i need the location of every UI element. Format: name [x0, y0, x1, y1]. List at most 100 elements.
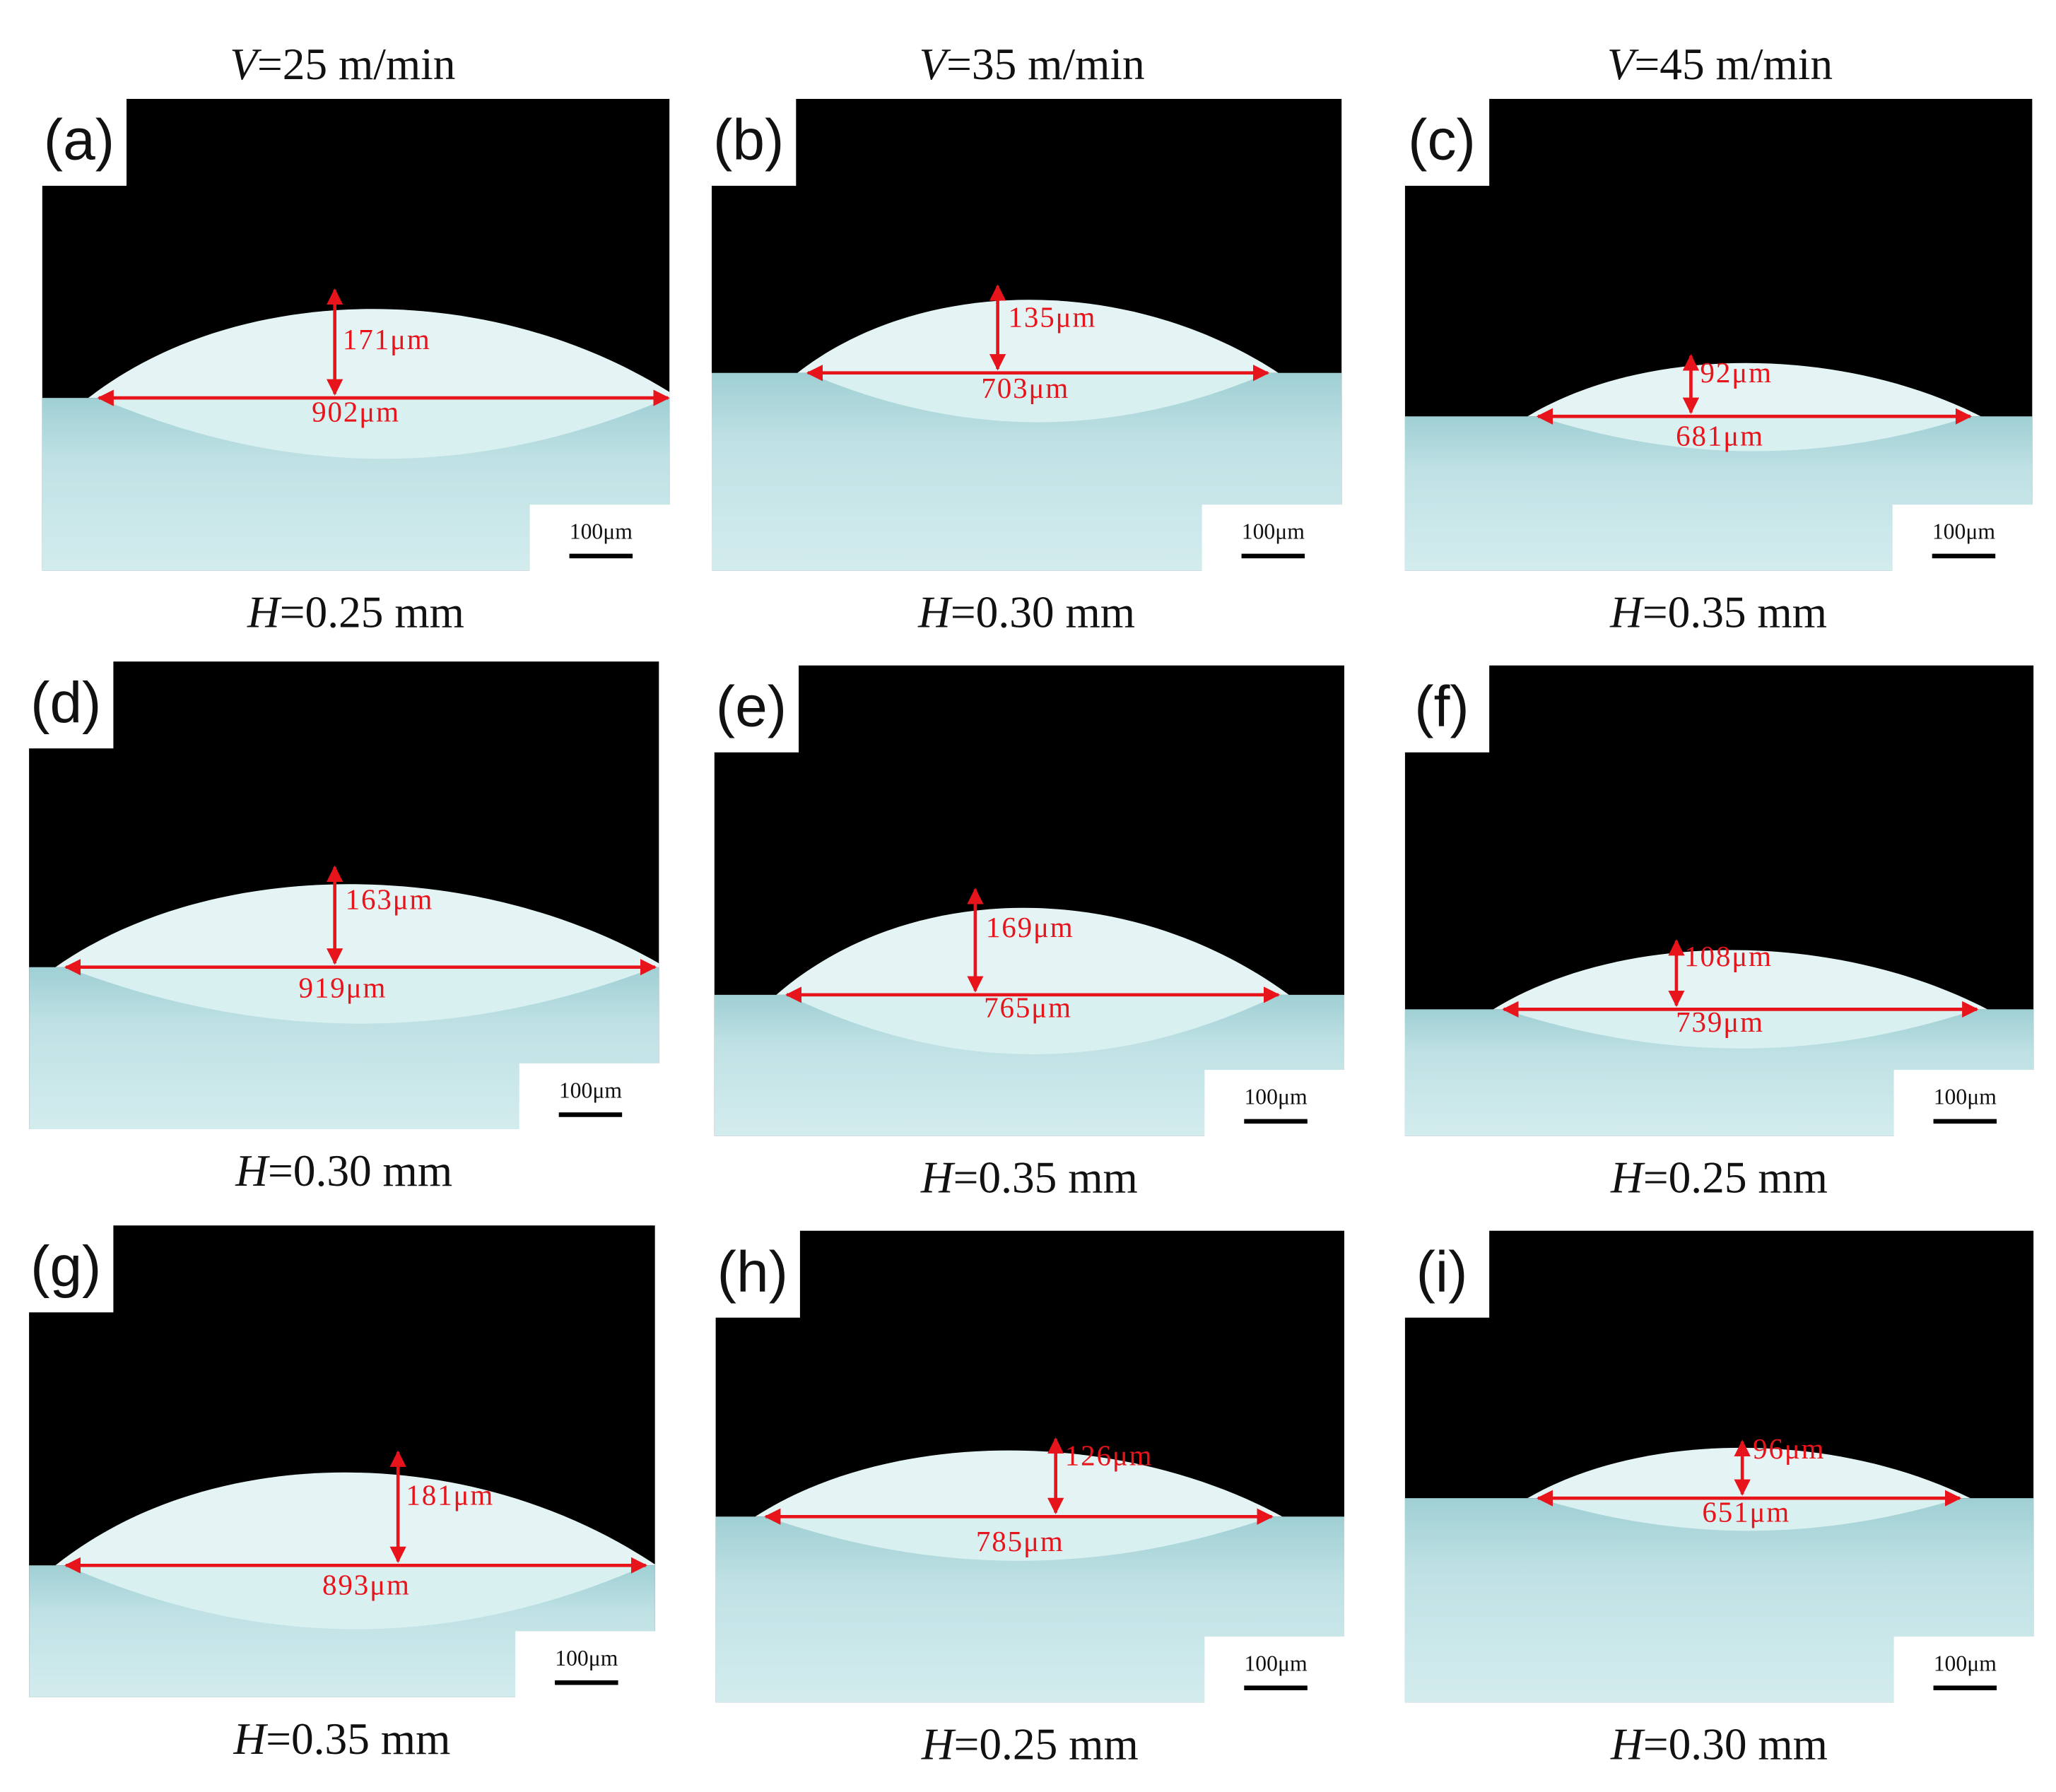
melt-pool	[66, 1565, 646, 1629]
variable: H	[921, 1719, 956, 1769]
panel-label: (c)	[1408, 108, 1476, 172]
column-header: V=25 m/min	[230, 40, 455, 89]
micrograph-panel: (g) 181μm 893μm 100μm	[20, 1220, 657, 1699]
panel-content	[715, 1230, 1345, 1703]
panel-content	[1404, 665, 2034, 1136]
panel-caption: H=0.25 mm	[921, 1719, 1139, 1769]
panel-caption: H=0.30 mm	[917, 588, 1135, 637]
label-box	[706, 660, 799, 753]
height-label: 169μm	[986, 911, 1074, 943]
label-box	[1397, 1225, 1490, 1318]
height-label: 163μm	[346, 883, 434, 916]
clad-bead	[776, 907, 1289, 995]
width-label: 739μm	[1676, 1006, 1764, 1038]
height-label: 171μm	[343, 323, 431, 355]
width-label: 703μm	[981, 372, 1069, 404]
clad-bead	[88, 309, 670, 399]
width-label: 765μm	[984, 991, 1072, 1024]
value: =35 m/min	[946, 40, 1145, 89]
value: =0.30 mm	[951, 588, 1135, 637]
panel-content	[42, 98, 670, 571]
scale-box	[1204, 1070, 1346, 1138]
value: =0.35 mm	[266, 1714, 450, 1764]
melt-pool	[1503, 1009, 1978, 1049]
label-box	[707, 1225, 800, 1318]
scale-label: 100μm	[555, 1646, 618, 1670]
value: =0.35 mm	[953, 1153, 1138, 1203]
width-label: 919μm	[298, 972, 387, 1004]
scale-label: 100μm	[570, 519, 633, 544]
scale-box	[1204, 1636, 1346, 1704]
panel-content	[711, 98, 1342, 571]
scale-box	[1202, 505, 1344, 572]
micrograph-panel: (i) 96μm 651μm 100μm	[1397, 1225, 2036, 1704]
scale-label: 100μm	[1244, 1651, 1308, 1675]
clad-bead	[1493, 950, 1988, 1010]
variable: H	[1610, 1719, 1645, 1769]
scale-label: 100μm	[1244, 1085, 1308, 1109]
panel-label: (a)	[44, 108, 114, 172]
panel-content	[29, 661, 659, 1130]
micrograph-panel: (f) 108μm 739μm 100μm	[1397, 660, 2036, 1138]
height-label: 108μm	[1684, 940, 1773, 972]
label-box	[20, 656, 114, 749]
panel-content	[1404, 98, 2033, 571]
width-label: 785μm	[976, 1525, 1064, 1557]
variable: V	[919, 40, 951, 89]
label-box	[1397, 93, 1490, 186]
panel-caption: H=0.30 mm	[1610, 1719, 1828, 1769]
label-box	[34, 93, 127, 186]
panel-caption: H=0.35 mm	[920, 1153, 1138, 1203]
variable: H	[1609, 588, 1645, 637]
label-box	[1397, 660, 1490, 753]
melt-pool	[808, 372, 1268, 423]
panel-label: (i)	[1416, 1239, 1468, 1304]
panel-label: (e)	[716, 674, 787, 738]
value: =0.25 mm	[954, 1719, 1139, 1769]
micrograph-panel: (b) 135μm 703μm 100μm	[703, 93, 1344, 572]
value: =0.25 mm	[1643, 1153, 1828, 1203]
variable: H	[917, 588, 953, 637]
micrograph-panel: (e) 169μm 765μm 100μm	[706, 660, 1346, 1138]
variable: H	[1610, 1153, 1645, 1203]
panel-label: (b)	[713, 108, 784, 172]
micrograph-panel: (c) 92μm 681μm 100μm	[1397, 93, 2034, 572]
panel-caption: H=0.35 mm	[233, 1714, 450, 1764]
variable: H	[233, 1714, 268, 1764]
panel-caption: H=0.30 mm	[235, 1146, 452, 1196]
width-label: 902μm	[312, 396, 400, 428]
clad-bead	[1527, 362, 1981, 417]
micrograph-panel: (h) 126μm 785μm 100μm	[707, 1225, 1346, 1704]
micrograph-panel: (a) 171μm 902μm 100μm	[34, 93, 671, 572]
width-label: 681μm	[1676, 419, 1764, 452]
variable: V	[230, 40, 262, 89]
panel-caption: H=0.35 mm	[1609, 588, 1827, 637]
value: =0.35 mm	[1643, 588, 1827, 637]
variable: H	[920, 1153, 956, 1203]
height-label: 181μm	[406, 1478, 494, 1511]
scale-label: 100μm	[1932, 519, 1996, 544]
clad-bead	[55, 884, 659, 967]
micrograph-panel: (d) 163μm 919μm 100μm	[20, 656, 661, 1131]
scale-label: 100μm	[559, 1078, 623, 1102]
variable: H	[247, 588, 282, 637]
value: =0.30 mm	[268, 1146, 452, 1196]
panel-content	[29, 1225, 655, 1697]
scale-box	[529, 505, 671, 572]
clad-bead	[55, 1472, 655, 1566]
height-label: 92μm	[1700, 356, 1773, 389]
label-box	[703, 93, 797, 186]
scale-box	[515, 1631, 657, 1699]
height-label: 126μm	[1065, 1439, 1153, 1472]
value: =0.30 mm	[1643, 1719, 1828, 1769]
melt-pool	[66, 967, 655, 1024]
panel-label: (g)	[30, 1234, 101, 1299]
panel-label: (f)	[1414, 674, 1469, 738]
scale-label: 100μm	[1242, 519, 1305, 544]
width-label: 651μm	[1702, 1496, 1790, 1528]
scale-box	[1893, 1070, 2036, 1138]
scale-label: 100μm	[1934, 1085, 1997, 1109]
column-header: V=35 m/min	[919, 40, 1144, 89]
